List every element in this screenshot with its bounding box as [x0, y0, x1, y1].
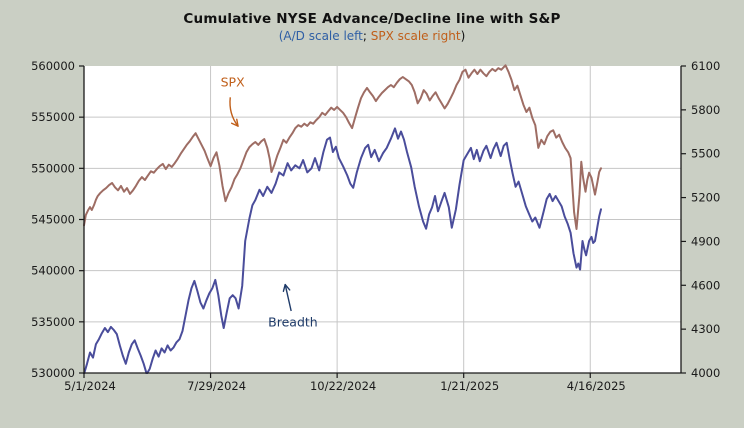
subtitle-separator: ;: [362, 29, 371, 43]
breadth-annotation-arrowhead: [284, 283, 291, 291]
subtitle-close-paren: ): [460, 29, 466, 43]
y-left-tick-label: 560000: [31, 59, 75, 73]
x-tick-label: 5/1/2024: [64, 379, 116, 393]
y-left-tick-label: 545000: [31, 213, 75, 227]
y-left-tick-label: 540000: [31, 264, 75, 278]
y-left-tick-label: 550000: [31, 161, 75, 175]
y-right-tick-label: 4300: [691, 322, 720, 336]
y-right-tick-label: 4600: [691, 278, 720, 292]
spx-annotation-arrowhead: [236, 118, 239, 127]
y-right-tick-label: 5800: [691, 103, 720, 117]
spx-annotation-arrow: [229, 97, 239, 127]
x-tick-label: 7/29/2024: [187, 379, 246, 393]
chart-title: Cumulative NYSE Advance/Decline line wit…: [183, 11, 561, 27]
subtitle-open-paren: (: [278, 29, 284, 43]
spx-annotation-arrowhead: [230, 122, 239, 127]
breadth-annotation-arrowhead: [282, 283, 286, 293]
x-tick-label: 1/21/2025: [440, 379, 499, 393]
y-right-tick-label: 4900: [691, 234, 720, 248]
subtitle-ad-scale-label: A/D scale left: [283, 29, 363, 43]
y-left-tick-label: 535000: [31, 315, 75, 329]
x-tick-label: 10/22/2024: [310, 379, 376, 393]
y-right-tick-label: 5200: [691, 191, 720, 205]
chart-subtitle: (A/D scale left; SPX scale right): [0, 29, 744, 43]
breadth-annotation-arrow: [284, 284, 292, 312]
spx-series-line: [83, 64, 602, 230]
spx-annotation-label: SPX: [221, 75, 245, 90]
y-left-tick-label: 555000: [31, 110, 75, 124]
y-right-tick-label: 4000: [691, 366, 720, 380]
subtitle-spx-scale-label: SPX scale right: [370, 29, 461, 43]
y-right-tick-label: 5500: [691, 147, 720, 161]
breadth-annotation-label: Breadth: [268, 315, 318, 330]
y-left-tick-label: 530000: [31, 366, 75, 380]
y-right-tick-label: 6100: [691, 59, 720, 73]
x-tick-label: 4/16/2025: [567, 379, 626, 393]
breadth-series-line: [83, 127, 602, 374]
